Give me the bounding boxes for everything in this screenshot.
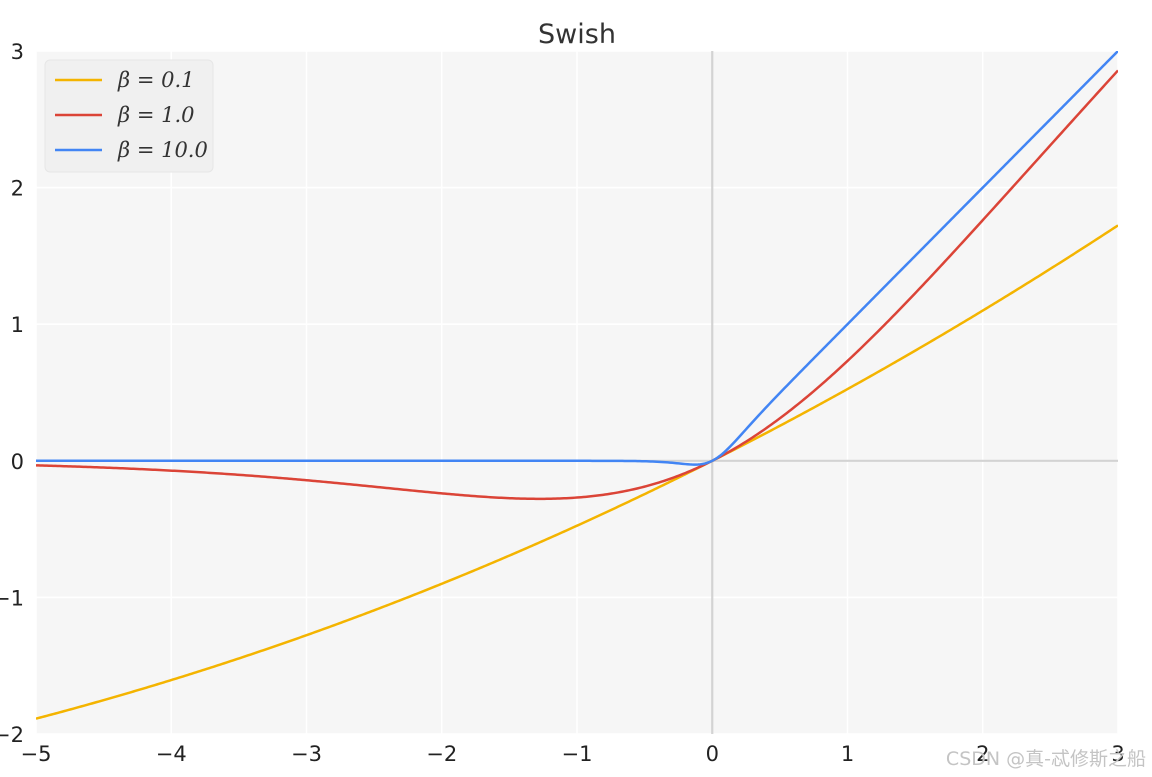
y-tick-label: −1 (0, 586, 24, 610)
x-tick-label: 2 (976, 742, 989, 766)
x-tick-label: −5 (21, 742, 52, 766)
y-tick-label: 1 (11, 313, 24, 337)
chart-title: Swish (538, 19, 616, 50)
legend: β = 0.1 β = 1.0 β = 10.0 (44, 59, 214, 173)
y-tick-label: 2 (11, 177, 24, 201)
y-tick-label: 0 (11, 450, 24, 474)
series-line-beta-1 (36, 69, 1118, 501)
legend-label: β = 0.1 (117, 68, 194, 92)
x-tick-label: −3 (291, 742, 322, 766)
x-tick-label: −2 (426, 742, 457, 766)
y-tick-label: 3 (11, 40, 24, 64)
watermark: CSDN @真-忒修斯之船 (946, 748, 1146, 770)
legend-box (44, 59, 214, 173)
series-lines (36, 51, 1118, 720)
series-line-beta-10 (36, 51, 1118, 466)
x-tick-label: −4 (156, 742, 187, 766)
y-tick-label: −2 (0, 723, 24, 747)
x-tick-label: 0 (706, 742, 719, 766)
grid (35, 50, 1119, 735)
x-tick-label: 3 (1111, 742, 1124, 766)
legend-label: β = 1.0 (117, 103, 194, 127)
legend-label: β = 10.0 (117, 138, 208, 162)
series-line-beta-0-1 (36, 224, 1118, 720)
x-tick-label: −1 (562, 742, 593, 766)
tick-labels: −5 −4 −3 −2 −1 0 1 2 3 −2 −1 0 1 2 3 (0, 40, 1125, 766)
x-tick-label: 1 (841, 742, 854, 766)
